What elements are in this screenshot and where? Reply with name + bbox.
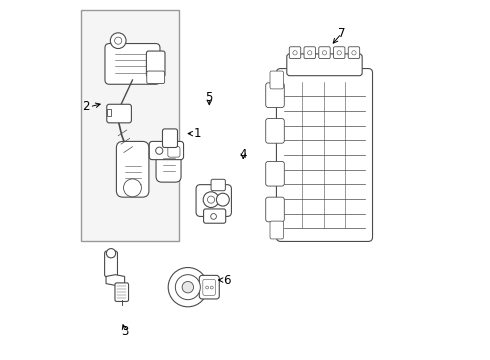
Circle shape [207,196,215,203]
FancyBboxPatch shape [149,141,184,159]
Circle shape [308,51,312,55]
FancyBboxPatch shape [270,71,284,89]
FancyBboxPatch shape [196,185,231,216]
FancyBboxPatch shape [117,141,149,197]
FancyBboxPatch shape [104,251,118,277]
FancyBboxPatch shape [334,47,345,59]
Circle shape [203,192,219,207]
Circle shape [168,267,207,307]
FancyBboxPatch shape [147,71,165,84]
Circle shape [106,249,116,258]
Circle shape [110,33,126,49]
Text: 3: 3 [122,325,129,338]
Circle shape [115,37,122,44]
FancyBboxPatch shape [168,147,180,157]
FancyBboxPatch shape [289,47,301,59]
Circle shape [211,213,217,219]
FancyBboxPatch shape [115,283,128,301]
FancyBboxPatch shape [266,161,284,186]
FancyBboxPatch shape [276,68,372,242]
Text: 7: 7 [338,27,345,40]
Circle shape [123,179,142,197]
Text: 2: 2 [82,100,90,113]
FancyBboxPatch shape [199,275,220,299]
FancyBboxPatch shape [156,148,181,182]
Bar [81,10,179,241]
FancyBboxPatch shape [266,83,284,108]
FancyBboxPatch shape [107,104,131,123]
Circle shape [175,275,200,300]
Circle shape [322,51,327,55]
Text: 4: 4 [240,148,247,162]
FancyBboxPatch shape [163,129,177,148]
Polygon shape [106,275,124,285]
FancyBboxPatch shape [270,221,284,239]
Bar [107,109,111,116]
Circle shape [217,193,229,206]
Text: 5: 5 [206,91,213,104]
Circle shape [210,286,213,289]
FancyBboxPatch shape [203,279,215,296]
FancyBboxPatch shape [287,54,362,76]
Circle shape [182,282,194,293]
FancyBboxPatch shape [266,197,284,222]
Circle shape [156,147,163,154]
FancyBboxPatch shape [266,118,284,143]
Circle shape [206,286,209,289]
Circle shape [337,51,342,55]
Circle shape [352,51,356,55]
Text: 6: 6 [223,274,231,287]
FancyBboxPatch shape [211,179,225,191]
Text: 1: 1 [193,127,201,140]
FancyBboxPatch shape [319,47,330,59]
FancyBboxPatch shape [203,209,226,223]
FancyBboxPatch shape [105,44,160,84]
FancyBboxPatch shape [304,47,316,59]
FancyBboxPatch shape [348,47,360,59]
Circle shape [293,51,297,55]
FancyBboxPatch shape [147,51,165,77]
